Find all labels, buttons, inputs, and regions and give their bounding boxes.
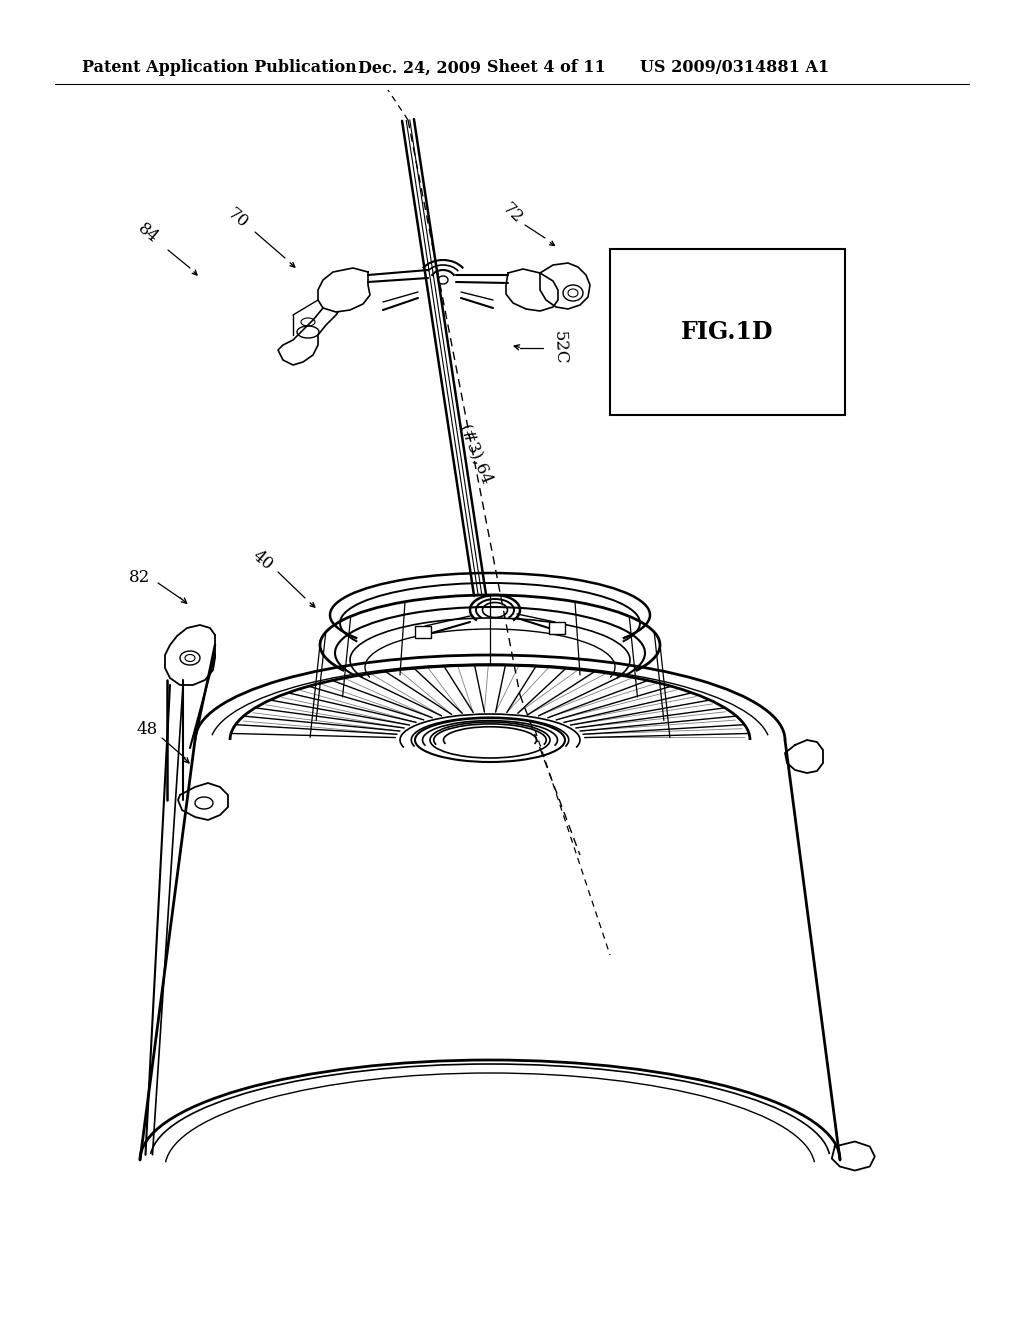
Text: Sheet 4 of 11: Sheet 4 of 11: [487, 59, 606, 77]
Bar: [415, 626, 431, 638]
Text: (#3),64: (#3),64: [455, 422, 495, 488]
Text: 72: 72: [499, 199, 525, 227]
Bar: [549, 622, 565, 634]
Text: 40: 40: [249, 546, 275, 573]
Text: Patent Application Publication: Patent Application Publication: [82, 59, 356, 77]
Text: 70: 70: [224, 205, 252, 231]
Text: 48: 48: [136, 722, 158, 738]
Text: US 2009/0314881 A1: US 2009/0314881 A1: [640, 59, 829, 77]
Text: 84: 84: [134, 219, 162, 247]
Text: 52C: 52C: [551, 331, 569, 366]
Text: 82: 82: [129, 569, 151, 586]
Text: Dec. 24, 2009: Dec. 24, 2009: [358, 59, 481, 77]
Text: FIG.1D: FIG.1D: [681, 319, 774, 345]
